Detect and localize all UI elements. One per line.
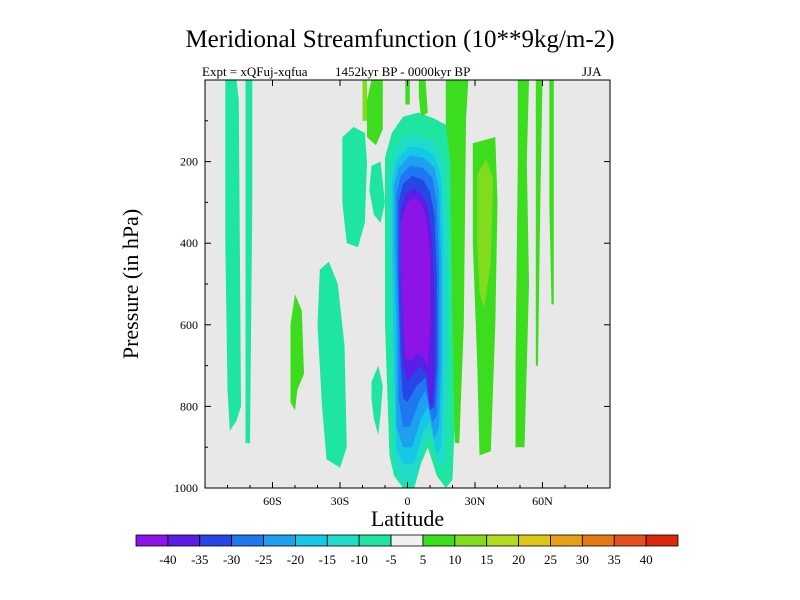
colorbar-swatch-3 — [231, 534, 264, 547]
x-tick-label-2: 0 — [405, 494, 411, 508]
colorbar-label-13: 30 — [576, 552, 589, 567]
y-tick-label-0: 200 — [180, 155, 198, 169]
y-tick-label-1: 400 — [180, 236, 198, 250]
colorbar-swatch-9 — [422, 534, 456, 547]
contour-region-11 — [445, 80, 469, 444]
contour-region-17 — [477, 159, 493, 309]
colorbar-label-4: -20 — [287, 552, 304, 567]
contour-region-4 — [369, 161, 385, 223]
colorbar-swatch-2 — [199, 534, 233, 547]
colorbar-label-6: -10 — [351, 552, 368, 567]
contour-region-1 — [245, 80, 253, 444]
chart-title: Meridional Streamfunction (10**9kg/m-2) — [185, 26, 615, 53]
contour-region-15 — [549, 80, 554, 305]
colorbar-label-3: -25 — [255, 552, 272, 567]
x-tick-label-1: 30S — [331, 494, 350, 508]
colorbar-label-10: 15 — [480, 552, 493, 567]
chart-subtitle: 1452kyr BP - 0000kyr BP — [335, 64, 471, 79]
colorbar-swatch-6 — [326, 534, 360, 547]
colorbar-label-0: -40 — [159, 552, 176, 567]
x-axis-label: Latitude — [371, 506, 444, 531]
contour-region-16 — [362, 80, 367, 121]
contour-region-10 — [418, 80, 428, 117]
colorbar-label-14: 35 — [608, 552, 621, 567]
contour-region-9 — [405, 80, 410, 105]
contour-region-5 — [371, 365, 383, 435]
colorbar-label-15: 40 — [640, 552, 653, 567]
contour-region-8 — [367, 80, 383, 146]
colorbar-label-2: -30 — [223, 552, 240, 567]
colorbar-swatch-14 — [581, 534, 615, 547]
colorbar-swatch-16 — [645, 534, 679, 547]
y-axis-label: Pressure (in hPa) — [118, 209, 143, 359]
colorbar-swatch-7 — [358, 534, 392, 547]
colorbar-swatch-4 — [263, 534, 296, 547]
x-tick-label-3: 30N — [465, 494, 486, 508]
contour-region-3 — [342, 126, 367, 248]
colorbar-swatch-10 — [454, 534, 488, 547]
y-tick-label-3: 800 — [180, 399, 198, 413]
x-tick-label-4: 60N — [532, 494, 553, 508]
contour-region-14 — [535, 80, 543, 366]
colorbar-swatch-13 — [550, 534, 583, 547]
x-tick-label-0: 60S — [263, 494, 282, 508]
contour-region-7 — [290, 294, 304, 411]
colorbar-label-5: -15 — [319, 552, 336, 567]
colorbar-swatch-5 — [295, 534, 328, 547]
colorbar-swatch-8 — [390, 534, 424, 547]
y-tick-label-4: 1000 — [174, 481, 198, 495]
colorbar-swatch-0 — [135, 534, 169, 547]
y-tick-label-2: 600 — [180, 318, 198, 332]
colorbar-swatch-12 — [518, 534, 551, 547]
colorbar-label-9: 10 — [448, 552, 461, 567]
colorbar-label-12: 25 — [544, 552, 557, 567]
experiment-label: Expt = xQFuj-xqfua — [202, 64, 308, 79]
colorbar-swatch-15 — [613, 534, 647, 547]
contour-region-0 — [225, 80, 241, 431]
colorbar-label-7: -5 — [386, 552, 397, 567]
season-label: JJA — [582, 64, 602, 79]
colorbar-swatch-11 — [486, 534, 519, 547]
colorbar-swatch-1 — [167, 534, 201, 547]
contour-region-24 — [400, 198, 430, 366]
colorbar-label-1: -35 — [191, 552, 208, 567]
contour-region-13 — [515, 80, 529, 448]
colorbar-label-8: 5 — [420, 552, 427, 567]
colorbar-label-11: 20 — [512, 552, 525, 567]
contour-region-2 — [317, 261, 347, 468]
